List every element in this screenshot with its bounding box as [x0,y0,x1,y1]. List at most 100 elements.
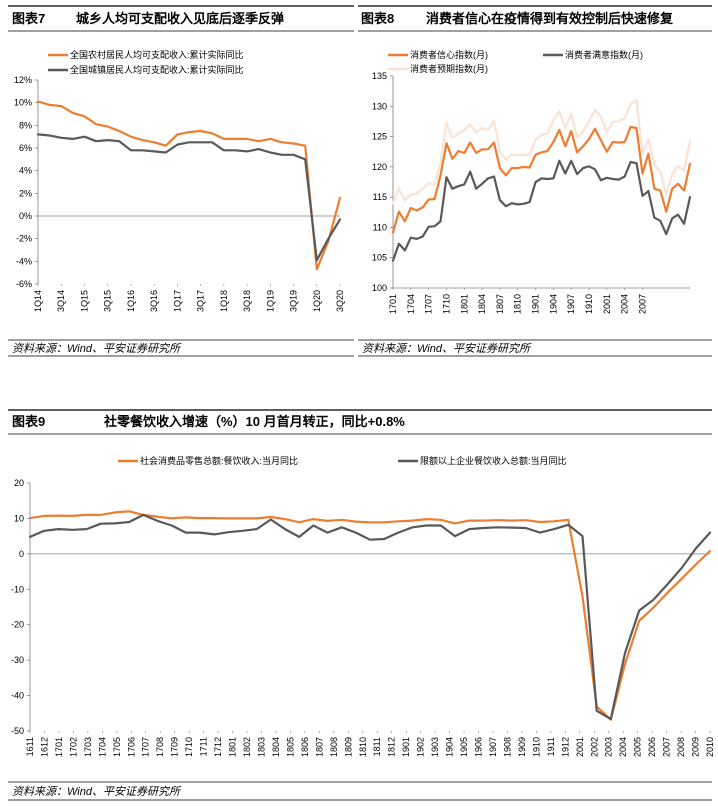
fig7-legend-label: 全国城镇居民人均可支配收入:累计实际同比 [70,64,244,75]
fig9-x-tick: 1810 [358,737,368,757]
fig9-x-tick: 1710 [184,737,194,757]
fig9-x-tick: 1908 [502,737,512,757]
fig9-y-tick: 10 [14,513,24,523]
fig8-x-tick: 2004 [620,294,630,314]
fig7-x-tick: 1Q16 [126,290,136,312]
fig8-y-tick: 125 [372,132,387,142]
fig9-x-tick: 1912 [560,737,570,757]
fig9-x-tick: 1712 [213,737,223,757]
fig9-y-tick: 0 [19,549,24,559]
fig8-x-tick: 1707 [424,294,434,314]
fig7-x-tick: 3Q15 [103,290,113,312]
fig9-x-tick: 2003 [604,737,614,757]
fig9-x-tick: 1704 [97,737,107,757]
fig9-x-tick: 2008 [676,737,686,757]
fig7-y-tick: 12% [14,75,32,85]
fig8-x-tick: 1701 [388,294,398,314]
fig9-x-tick: 2007 [662,737,672,757]
fig9-x-tick: 2004 [618,737,628,757]
fig8-x-tick: 2007 [637,294,647,314]
fig9-x-tick: 1808 [329,737,339,757]
fig8-series-line [391,125,692,234]
fig9-x-tick: 1802 [242,737,252,757]
fig9-legend-label: 社会消费品零售总额:餐饮收入:当月同比 [140,455,298,466]
fig7-y-tick: 6% [19,143,32,153]
fig9-x-tick: 1705 [112,737,122,757]
fig7-x-tick: 1Q19 [265,290,275,312]
fig7-x-tick: 3Q19 [289,290,299,312]
fig9-label: 图表9 [12,414,45,429]
fig9-y-tick: -10 [11,584,24,594]
fig9-x-tick: 1701 [54,737,64,757]
fig7-x-tick: 1Q18 [219,290,229,312]
fig9-y-tick: -50 [11,726,24,736]
fig9-x-tick: 2005 [633,737,643,757]
fig7-y-tick: 0% [19,211,32,221]
fig8-x-tick: 1801 [459,294,469,314]
fig9-x-tick: 1702 [68,737,78,757]
fig9-x-tick: 2006 [647,737,657,757]
fig7-y-tick: -2% [16,234,32,244]
fig8-legend-label: 消费者信心指数(月) [410,49,488,60]
fig9-x-tick: 1811 [372,737,382,756]
fig9-x-tick: 1709 [170,737,180,757]
fig7-title: 城乡人均可支配收入见底后逐季反弹 [76,11,284,26]
fig9-x-tick: 1807 [314,737,324,757]
fig8-x-tick: 1807 [495,294,505,314]
fig9-x-tick: 1901 [401,737,411,757]
fig8-legend-label: 消费者预期指数(月) [410,63,488,74]
fig8-title: 消费者信心在疫情得到有效控制后快速修复 [426,11,674,26]
fig9-x-tick: 1711 [199,737,209,756]
fig7-chart: 12% 10% 8% 6% 4% 2% 0% -2% -4% -6%1Q14 3Q14 1Q15 3Q1… [14,49,345,312]
fig8-header: 图表8 消费者信心在疫情得到有效控制后快速修复 [358,5,712,32]
fig9-x-tick: 1911 [546,737,556,756]
fig9-series-line [28,513,712,721]
fig8-x-tick: 2001 [602,294,612,314]
fig9-x-tick: 1806 [300,737,310,757]
fig9-x-tick: 1812 [387,737,397,757]
fig8-x-tick: 1907 [566,294,576,314]
fig9-x-tick: 1902 [416,737,426,757]
fig8-source: 资料来源：Wind、平安证券研究所 [362,342,532,355]
fig9-series-line [28,510,712,721]
fig8-x-tick: 1904 [548,294,558,314]
fig8-y-tick: 105 [372,253,387,263]
fig9-y-tick: -20 [11,620,24,630]
fig9-x-tick: 1706 [126,737,136,757]
fig8-series-line [391,159,692,262]
fig7-y-tick: -4% [16,256,32,266]
fig7-y-tick: 10% [14,98,32,108]
fig9-y-tick: -30 [11,655,24,665]
fig8-label: 图表8 [361,11,394,26]
fig7-x-tick: 3Q18 [242,290,252,312]
fig8-y-tick: 100 [372,283,387,293]
fig8-x-tick: 1710 [441,294,451,314]
fig9-x-tick: 1612 [39,737,49,757]
fig9-x-tick: 1801 [228,737,238,757]
fig9-x-tick: 1708 [155,737,165,757]
fig9-x-tick: 1803 [256,737,266,757]
fig7-x-tick: 1Q15 [79,290,89,312]
fig9-y-tick: -40 [11,691,24,701]
fig7-y-tick: 8% [19,120,32,130]
fig7-x-tick: 3Q14 [56,290,66,312]
fig7-x-tick: 1Q17 [172,290,182,312]
fig7-y-tick: 2% [19,188,32,198]
fig7-source: 资料来源：Wind、平安证券研究所 [12,342,182,355]
fig9-x-tick: 1805 [285,737,295,757]
fig7-header: 图表7 城乡人均可支配收入见底后逐季反弹 [8,5,354,32]
fig7-x-tick: 1Q14 [33,290,43,312]
fig9-x-tick: 1904 [445,737,455,757]
fig8-y-tick: 110 [373,222,387,232]
fig7-series-line [36,133,342,262]
fig7-label: 图表7 [12,11,45,26]
fig8-y-tick: 120 [372,162,387,172]
fig9-x-tick: 1703 [83,737,93,757]
fig7-x-tick: 3Q16 [149,290,159,312]
fig9-x-tick: 1611 [25,737,35,756]
fig8-y-tick: 130 [372,101,387,111]
fig9-x-tick: 1809 [343,737,353,757]
